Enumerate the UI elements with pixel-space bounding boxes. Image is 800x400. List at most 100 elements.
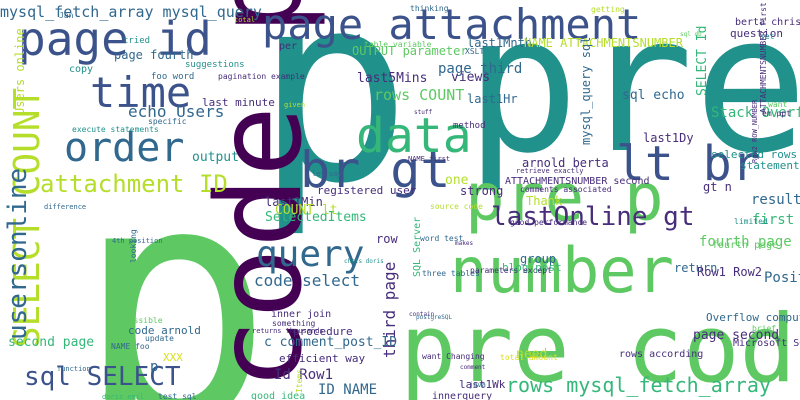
cloud-word: page fourth	[114, 48, 194, 62]
cloud-word: good idea	[251, 391, 306, 400]
cloud-word: total	[234, 16, 256, 24]
cloud-word: NAME first	[408, 155, 451, 163]
cloud-word: table variable	[364, 40, 432, 49]
cloud-word: attachment ID	[40, 170, 228, 198]
cloud-word: source code	[430, 202, 483, 211]
cloud-word: registered user	[317, 184, 417, 197]
cloud-word: question	[730, 27, 783, 40]
cloud-word: arnold berta	[522, 156, 609, 170]
cloud-word: last1Hr	[467, 92, 518, 106]
cloud-word: something	[272, 319, 316, 328]
cloud-word: Jan	[59, 11, 74, 20]
cloud-word: contain	[409, 311, 435, 318]
cloud-word: ATTACHMENTSNUMBER second	[505, 176, 650, 187]
cloud-word: sql SELECT	[24, 362, 181, 392]
cloud-word: Overflow compute	[706, 311, 800, 324]
cloud-word: 4th position	[112, 237, 163, 245]
cloud-word: number	[450, 234, 674, 307]
cloud-word: comment	[460, 364, 486, 371]
cloud-word: need	[516, 347, 548, 362]
cloud-word: difference	[44, 203, 87, 211]
cloud-word: code arnold	[128, 324, 201, 337]
cloud-word: strong	[460, 184, 504, 198]
cloud-word: one	[445, 173, 469, 188]
cloud-word: tried	[123, 36, 151, 46]
cloud-word: output	[192, 150, 239, 165]
cloud-word: per	[279, 41, 298, 52]
cloud-word: total amount	[500, 353, 558, 362]
cloud-word: pre	[465, 0, 800, 195]
cloud-word: procedure	[293, 325, 353, 338]
cloud-word: page second	[693, 328, 780, 343]
cloud-word: COUNT lt	[275, 203, 338, 218]
cloud-word: foo word	[151, 72, 195, 82]
cloud-word: sql db	[680, 31, 702, 38]
cloud-word: group	[520, 252, 557, 266]
cloud-word: p	[75, 113, 274, 400]
cloud-word: returns thousands	[252, 327, 324, 335]
cloud-word: last1Dy	[643, 131, 694, 145]
cloud-word: want Changing	[422, 352, 485, 361]
cloud-word: function	[57, 365, 91, 373]
cloud-word: views	[451, 70, 491, 85]
cloud-word: chris doris	[344, 258, 384, 265]
cloud-word: fourth page	[699, 234, 792, 250]
cloud-word: sql echo	[622, 88, 685, 103]
cloud-word: code select	[254, 271, 360, 290]
cloud-word: result set	[751, 192, 800, 208]
cloud-word: makes	[455, 240, 474, 247]
cloud-word: XXX	[163, 351, 183, 364]
cloud-word: return	[674, 261, 718, 275]
cloud-word: copy	[69, 64, 94, 75]
cloud-word: specific	[148, 117, 187, 126]
cloud-word: last1Wk	[459, 378, 506, 391]
cloud-word: fourth page	[712, 240, 779, 251]
cloud-word: last minute	[202, 96, 275, 109]
cloud-word: pre code	[400, 295, 800, 400]
cloud-word: postgreSQL	[416, 314, 453, 321]
cloud-word: stuff	[414, 109, 433, 116]
cloud-word: time	[90, 68, 192, 117]
cloud-word: given	[284, 101, 306, 109]
cloud-word: want	[768, 100, 788, 109]
cloud-word: Users online	[13, 28, 27, 115]
cloud-word: looking	[129, 229, 138, 263]
cloud-word: Microsoft SQL	[733, 338, 800, 349]
cloud-word: berta chris	[735, 17, 800, 28]
cloud-word: good performance	[510, 218, 588, 227]
cloud-word: order	[64, 125, 185, 171]
cloud-word: Row2 ROW_NUMBER	[751, 99, 759, 163]
cloud-word: c comment_post_ID	[264, 335, 398, 350]
cloud-word: Thank	[526, 194, 563, 208]
cloud-word: last5Mins	[357, 71, 428, 86]
cloud-word: second page	[8, 335, 95, 350]
cloud-word: word test	[420, 234, 464, 243]
cloud-word: usersonline	[3, 167, 33, 340]
cloud-word: innerquery	[432, 391, 493, 400]
cloud-word: NAME ATTACHMENTSNUMBER	[524, 36, 683, 50]
cloud-word: suggestions	[185, 60, 245, 70]
cloud-word: data	[356, 108, 472, 164]
cloud-word: SQL Server	[412, 216, 423, 277]
cloud-word: let say	[312, 170, 342, 178]
cloud-word: em ppt	[762, 109, 791, 118]
cloud-word: statement	[740, 159, 800, 172]
cloud-word: SelectedItems	[265, 210, 367, 225]
cloud-word: Position	[764, 270, 800, 286]
cloud-word: three tables	[422, 269, 480, 278]
cloud-word: query	[256, 234, 365, 275]
cloud-word: mysql_fetch_array mysql_query	[0, 3, 262, 21]
cloud-word: method	[453, 121, 486, 131]
cloud-word: page id	[18, 12, 212, 66]
cloud-word: last1Mnth	[467, 36, 533, 50]
cloud-word: possible	[124, 316, 163, 325]
cloud-word: pre p	[465, 159, 664, 236]
cloud-word: ATTACHMENTSNUMBER first	[759, 2, 768, 113]
cloud-word: getting	[591, 5, 625, 14]
cloud-word: rows mysql_fetch_array	[506, 373, 771, 397]
cloud-word: rows according	[619, 349, 704, 360]
cloud-word: echo Users	[128, 102, 225, 121]
cloud-word: mysql_query sql	[579, 36, 593, 145]
cloud-word: thinking	[410, 4, 449, 13]
